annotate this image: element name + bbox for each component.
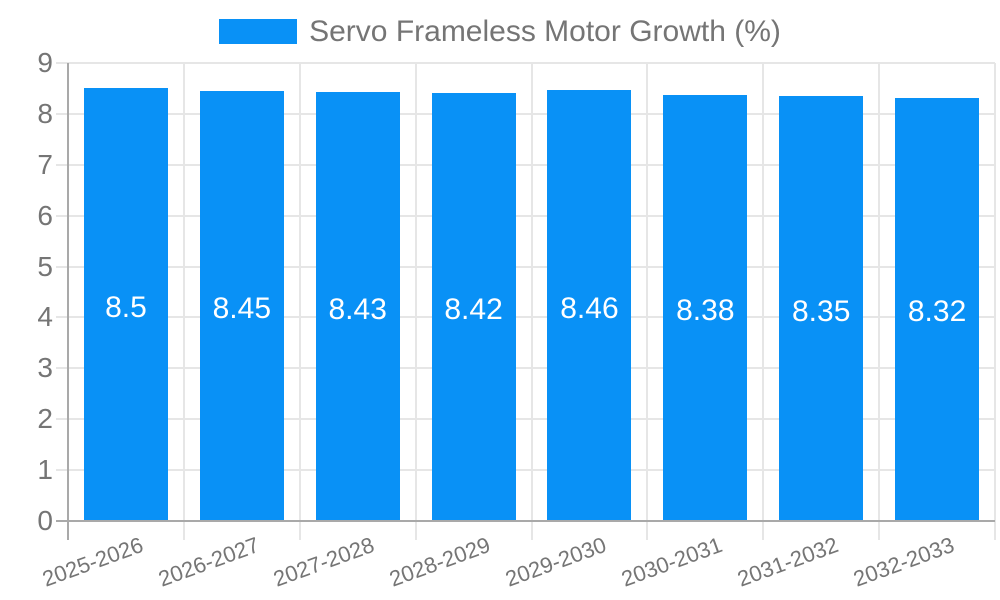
x-gridline [530,63,533,540]
y-axis-tick-label: 9 [37,47,53,78]
y-axis-tick-label: 3 [37,352,53,384]
bar-2029-2030[interactable] [547,90,632,521]
bar-2032-2033[interactable] [895,97,980,521]
legend-label: Servo Frameless Motor Growth (%) [309,15,781,48]
legend-color-swatch [219,19,298,44]
bar-value-label: 8.35 [791,294,851,328]
bar-2027-2028[interactable] [315,92,400,521]
y-gridline [56,316,995,319]
chart-legend[interactable]: Servo Frameless Motor Growth (%) [0,15,1000,48]
bar-2030-2031[interactable] [663,94,748,521]
x-axis-tick-label: 2025-2026 [38,532,147,592]
x-gridline [878,63,881,540]
bar-2026-2027[interactable] [199,90,284,521]
x-gridline [298,63,301,540]
bar-value-label: 8.45 [212,291,271,325]
y-gridline [56,367,995,370]
x-gridline [762,63,765,540]
x-gridline [646,63,649,540]
y-gridline [56,418,995,421]
x-axis-tick-label: 2032-2033 [849,532,958,592]
bar-2031-2032[interactable] [779,96,864,521]
x-gridline [994,63,996,540]
x-axis-tick-label: 2026-2027 [154,532,263,592]
x-axis-tick-label: 2031-2032 [733,532,842,592]
bar-value-label: 8.38 [676,293,735,327]
y-gridline [56,62,995,64]
bar-value-label: 8.5 [105,290,147,324]
y-axis-line [67,63,69,540]
x-axis-tick-label: 2030-2031 [618,532,726,592]
y-axis-tick-label: 7 [37,148,53,180]
x-axis-tick-label: 2029-2030 [502,532,610,592]
y-gridline [56,520,995,522]
x-gridline [182,63,185,540]
y-gridline [56,265,995,268]
y-axis-tick-label: 0 [37,505,53,536]
x-axis-tick-label: 2027-2028 [270,532,378,592]
y-axis-tick-label: 4 [37,301,53,333]
y-axis-tick-label: 6 [37,199,53,231]
y-gridline [56,214,995,217]
y-axis-tick-label: 2 [37,403,53,435]
y-gridline [56,163,995,166]
bar-2025-2026[interactable] [83,88,168,521]
x-gridline [414,63,417,540]
bar-value-label: 8.46 [560,291,619,325]
y-axis-tick-label: 8 [37,97,53,129]
y-gridline [56,469,995,472]
bar-value-label: 8.43 [328,292,387,326]
y-axis-tick-label: 1 [37,454,53,486]
bar-value-label: 8.42 [444,292,503,326]
bar-value-label: 8.32 [907,295,967,329]
bar-2028-2029[interactable] [431,92,516,521]
y-axis-tick-label: 5 [37,250,53,282]
x-axis-tick-label: 2028-2029 [386,532,494,592]
y-gridline [56,112,995,115]
